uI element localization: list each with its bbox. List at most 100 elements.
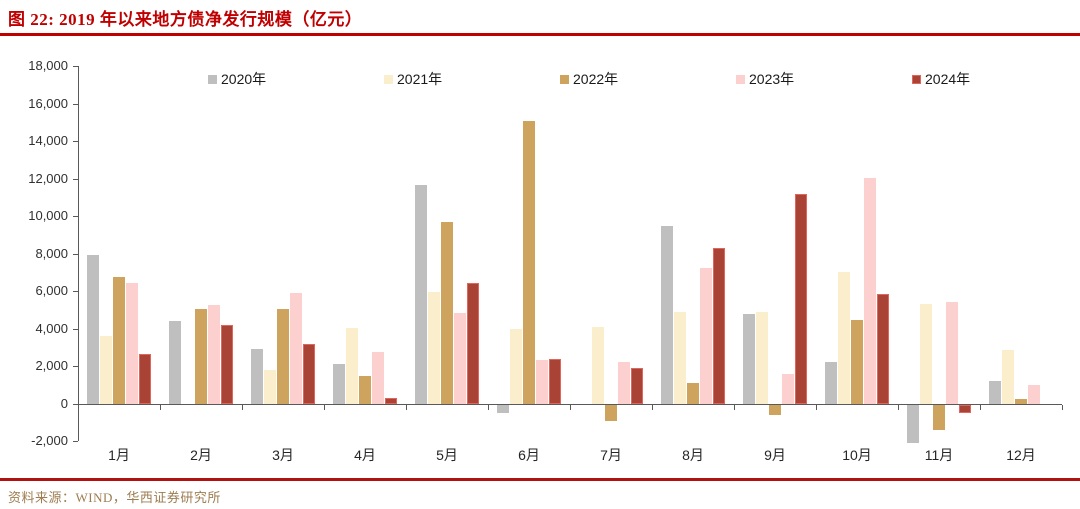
y-axis-label: 0 [60,396,68,411]
bar-2023-m10 [864,178,876,404]
legend-label: 2021年 [397,71,443,87]
legend-label: 2020年 [221,71,267,87]
x-axis-label: 7月 [600,447,622,463]
bar-2020-m3 [251,349,263,404]
bar-2020-m10 [825,362,837,404]
bar-2024-m8 [713,248,725,404]
x-axis-tick [816,405,817,410]
bar-2022-m5 [441,222,453,404]
x-axis-label: 5月 [436,447,458,463]
source-divider [0,478,1080,481]
bar-2023-m8 [700,268,712,404]
legend-label: 2024年 [925,71,971,87]
legend-swatch-2020 [208,75,217,84]
figure-title: 图 22: 2019 年以来地方债净发行规模（亿元） [8,10,363,29]
y-axis-label: 8,000 [35,246,68,261]
bar-2021-m12 [1002,350,1014,404]
y-axis-label: 4,000 [35,321,68,336]
bar-2022-m7 [605,405,617,421]
x-axis-tick [652,405,653,410]
bar-2021-m6 [510,329,522,404]
legend-swatch-2021 [384,75,393,84]
y-axis-label: 2,000 [35,358,68,373]
x-axis-tick [160,405,161,410]
bar-2020-m11 [907,405,919,443]
bar-2020-m1 [87,255,99,404]
y-axis-label: 10,000 [28,208,68,223]
bar-2021-m8 [674,312,686,404]
bar-2024-m6 [549,359,561,404]
legend-label: 2023年 [749,71,795,87]
bar-2022-m8 [687,383,699,404]
bar-2023-m5 [454,313,466,404]
x-axis-tick [1062,405,1063,410]
x-axis-label: 10月 [842,447,872,463]
bar-2024-m2 [221,325,233,404]
bar-2021-m5 [428,292,440,404]
bar-2022-m10 [851,320,863,404]
x-axis-tick [324,405,325,410]
bar-2023-m1 [126,283,138,404]
x-axis-tick [734,405,735,410]
y-axis-tick [73,404,78,405]
y-axis-label: 6,000 [35,283,68,298]
x-axis-tick [898,405,899,410]
x-axis-tick [980,405,981,410]
y-axis-label: 12,000 [28,171,68,186]
y-axis-tick [73,141,78,142]
bar-2022-m9 [769,405,781,415]
bar-2020-m4 [333,364,345,404]
y-axis-tick [73,366,78,367]
bar-2022-m3 [277,309,289,404]
legend-swatch-2024 [912,75,921,84]
bar-2024-m1 [139,354,151,404]
bar-2020-m12 [989,381,1001,404]
bar-2023-m12 [1028,385,1040,404]
bar-2022-m11 [933,405,945,430]
x-axis-label: 3月 [272,447,294,463]
x-axis-label: 2月 [190,447,212,463]
x-axis-tick [570,405,571,410]
y-axis-tick [73,179,78,180]
bar-2021-m1 [100,336,112,404]
x-axis [78,404,1062,405]
y-axis [78,66,79,441]
y-axis-tick [73,104,78,105]
bar-2021-m9 [756,312,768,404]
legend-swatch-2023 [736,75,745,84]
x-axis-tick [406,405,407,410]
y-axis-label: -2,000 [31,433,68,448]
x-axis-label: 8月 [682,447,704,463]
bar-2020-m5 [415,185,427,404]
x-axis-label: 4月 [354,447,376,463]
x-axis-label: 12月 [1006,447,1036,463]
bar-2024-m9 [795,194,807,404]
x-axis-label: 6月 [518,447,540,463]
x-axis-label: 11月 [924,447,954,463]
bar-2021-m3 [264,370,276,404]
bar-2023-m2 [208,305,220,404]
bar-2020-m2 [169,321,181,404]
y-axis-tick [73,254,78,255]
bar-2021-m11 [920,304,932,404]
bar-2022-m4 [359,376,371,404]
y-axis-label: 16,000 [28,96,68,111]
legend-swatch-2022 [560,75,569,84]
bar-2020-m8 [661,226,673,404]
x-axis-label: 9月 [764,447,786,463]
x-axis-tick [242,405,243,410]
y-axis-label: 18,000 [28,58,68,73]
y-axis-tick [73,216,78,217]
bar-2024-m7 [631,368,643,404]
bar-2021-m7 [592,327,604,404]
bar-2023-m9 [782,374,794,404]
bar-2023-m11 [946,302,958,404]
y-axis-tick [73,441,78,442]
bar-2020-m6 [497,405,509,413]
x-axis-tick [488,405,489,410]
bar-2024-m3 [303,344,315,404]
bar-2023-m3 [290,293,302,404]
source-note: 资料来源：WIND，华西证券研究所 [8,490,221,505]
y-axis-label: 14,000 [28,133,68,148]
